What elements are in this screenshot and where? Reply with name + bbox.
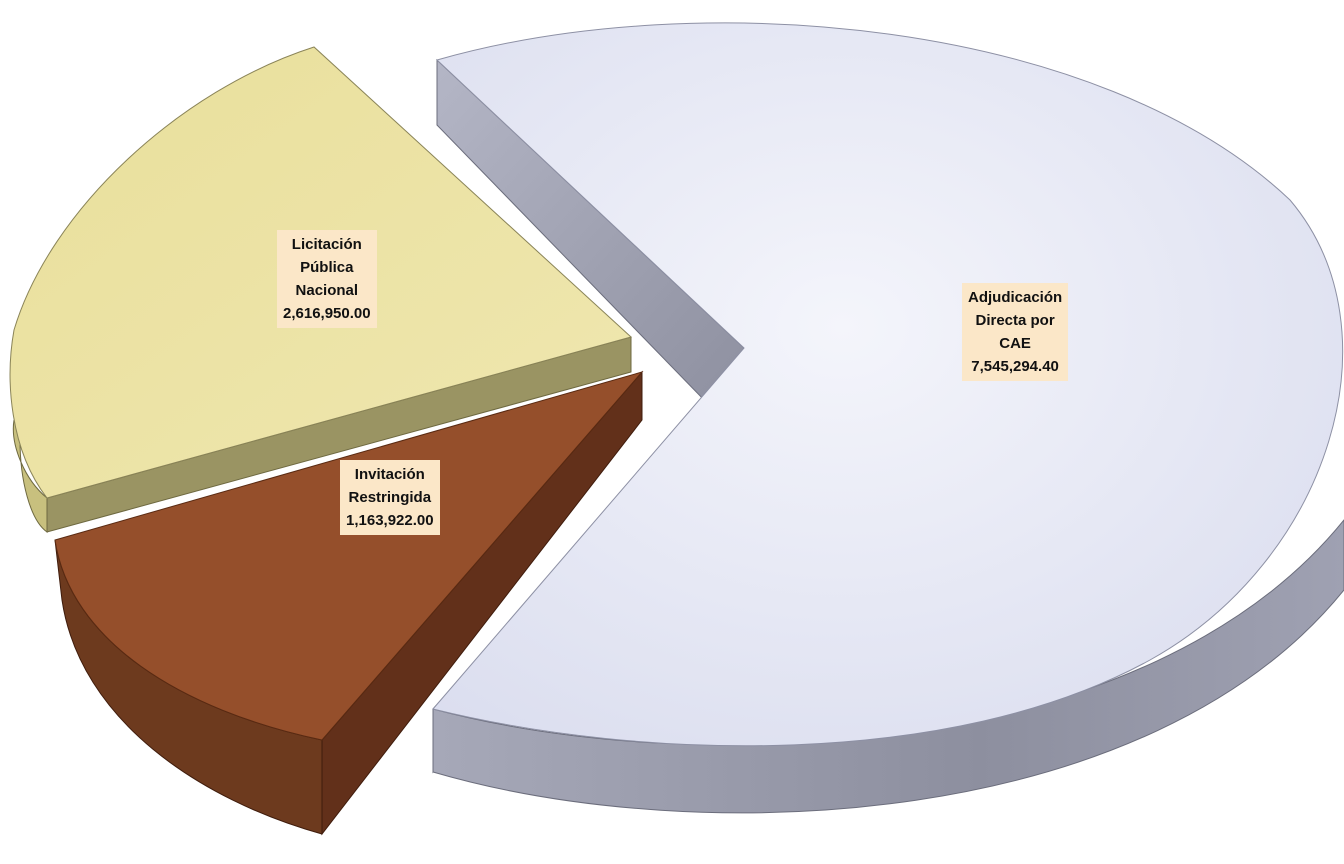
label-inv-line-2: Restringida [348, 489, 432, 506]
slice-cae [432, 22, 1344, 747]
slice-inv [54, 371, 644, 741]
label-cae-value: 7,545,294.40 [971, 358, 1059, 375]
label-cae-line-2: Directa por [975, 312, 1055, 329]
slice-lic-outer-wall [12, 419, 48, 533]
label-lic-line-3: Nacional [295, 282, 359, 299]
label-cae-line-3: CAE [999, 335, 1031, 352]
label-inv: Invitación Restringida 1,163,922.00 [340, 460, 440, 535]
label-lic: Licitación Pública Nacional 2,616,950.00 [277, 230, 377, 328]
label-lic-value: 2,616,950.00 [283, 305, 371, 322]
label-cae-line-1: Adjudicación [968, 289, 1063, 306]
label-lic-line-2: Pública [300, 259, 354, 276]
label-inv-line-1: Invitación [354, 466, 425, 483]
label-inv-value: 1,163,922.00 [346, 512, 434, 529]
label-lic-line-1: Licitación [291, 236, 362, 253]
label-cae: Adjudicación Directa por CAE 7,545,294.4… [962, 283, 1069, 381]
